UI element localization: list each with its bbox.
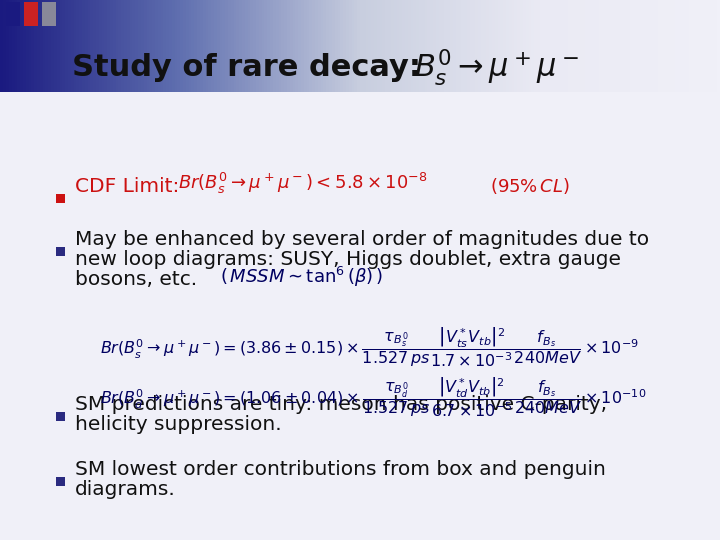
FancyBboxPatch shape — [55, 194, 65, 204]
Text: $Br(B_s^0 \rightarrow \mu^+\mu^-) = (3.86\pm0.15)\times\dfrac{\tau_{B_s^0}}{1.52: $Br(B_s^0 \rightarrow \mu^+\mu^-) = (3.8… — [100, 325, 639, 369]
FancyBboxPatch shape — [24, 2, 38, 26]
Text: helicity suppression.: helicity suppression. — [75, 415, 282, 434]
Text: bosons, etc.: bosons, etc. — [75, 270, 197, 289]
Text: SM predictions are tiny: meson has positive C-parity,: SM predictions are tiny: meson has posit… — [75, 395, 607, 414]
Text: CDF Limit:: CDF Limit: — [75, 177, 179, 196]
FancyBboxPatch shape — [55, 413, 65, 421]
Text: new loop diagrams: SUSY, Higgs doublet, extra gauge: new loop diagrams: SUSY, Higgs doublet, … — [75, 250, 621, 269]
FancyBboxPatch shape — [6, 2, 20, 26]
Text: diagrams.: diagrams. — [75, 480, 176, 499]
Text: May be enhanced by several order of magnitudes due to: May be enhanced by several order of magn… — [75, 230, 649, 249]
FancyBboxPatch shape — [55, 247, 65, 256]
Text: SM lowest order contributions from box and penguin: SM lowest order contributions from box a… — [75, 460, 606, 479]
FancyBboxPatch shape — [42, 2, 56, 26]
Text: $B_s^0 \rightarrow \mu^+\mu^-$: $B_s^0 \rightarrow \mu^+\mu^-$ — [414, 47, 580, 88]
FancyBboxPatch shape — [55, 477, 65, 487]
Text: Study of rare decay:: Study of rare decay: — [72, 53, 431, 82]
Text: $(95\%\,CL)$: $(95\%\,CL)$ — [490, 176, 570, 196]
Text: $(\,MSSM \sim \tan^6(\beta)\,)$: $(\,MSSM \sim \tan^6(\beta)\,)$ — [220, 265, 383, 289]
Text: $Br(B_d^0 \rightarrow \mu^+\mu^-) = (1.06\pm0.04)\times\dfrac{\tau_{B_d^0}}{1.52: $Br(B_d^0 \rightarrow \mu^+\mu^-) = (1.0… — [100, 375, 647, 419]
Text: $Br(B_s^0 \rightarrow \mu^+\mu^-) < 5.8\times10^{-8}$: $Br(B_s^0 \rightarrow \mu^+\mu^-) < 5.8\… — [178, 171, 428, 196]
